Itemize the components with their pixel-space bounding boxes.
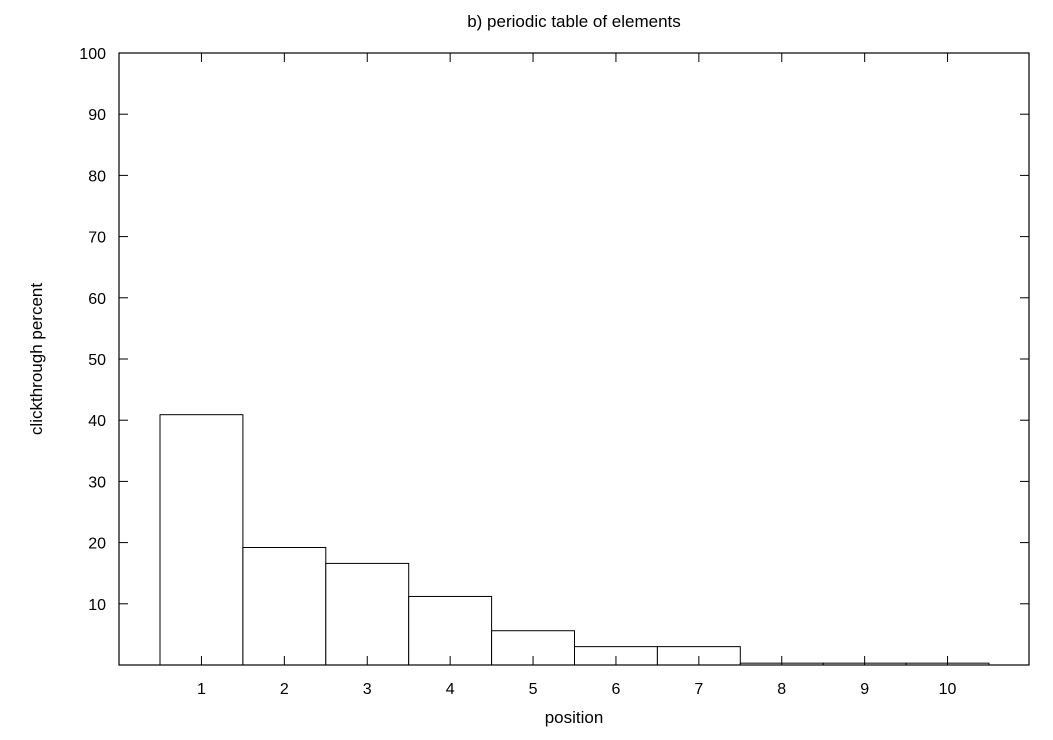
x-axis-label: position [545, 708, 604, 727]
bar-position-1 [159, 414, 244, 666]
y-tick-label: 10 [88, 597, 106, 614]
plot-frame [118, 52, 1030, 666]
y-tick-label: 100 [79, 46, 106, 63]
y-tick-label: 80 [88, 168, 106, 185]
bar-position-4 [408, 595, 493, 666]
y-tick-label: 20 [88, 536, 106, 553]
y-axis-label: clickthrough percent [27, 283, 46, 435]
y-tick-label: 50 [88, 352, 106, 369]
bar-position-2 [242, 546, 327, 666]
x-tick-label: 10 [939, 681, 957, 698]
bars-group [159, 414, 990, 666]
x-tick-label: 9 [860, 681, 869, 698]
chart-title: b) periodic table of elements [467, 12, 681, 31]
x-tick-label: 6 [611, 681, 620, 698]
y-tick-label: 30 [88, 474, 106, 491]
x-tick-label: 4 [446, 681, 455, 698]
x-axis-ticks: 1 2 3 4 5 6 7 8 9 10 [197, 53, 957, 698]
y-tick-label: 90 [88, 107, 106, 124]
x-tick-label: 1 [197, 681, 206, 698]
y-tick-label: 60 [88, 291, 106, 308]
y-tick-label: 70 [88, 230, 106, 247]
bar-position-3 [325, 562, 410, 666]
x-tick-label: 3 [363, 681, 372, 698]
x-tick-label: 7 [694, 681, 703, 698]
x-tick-label: 8 [777, 681, 786, 698]
x-tick-label: 5 [529, 681, 538, 698]
x-tick-label: 2 [280, 681, 289, 698]
y-tick-label: 40 [88, 413, 106, 430]
